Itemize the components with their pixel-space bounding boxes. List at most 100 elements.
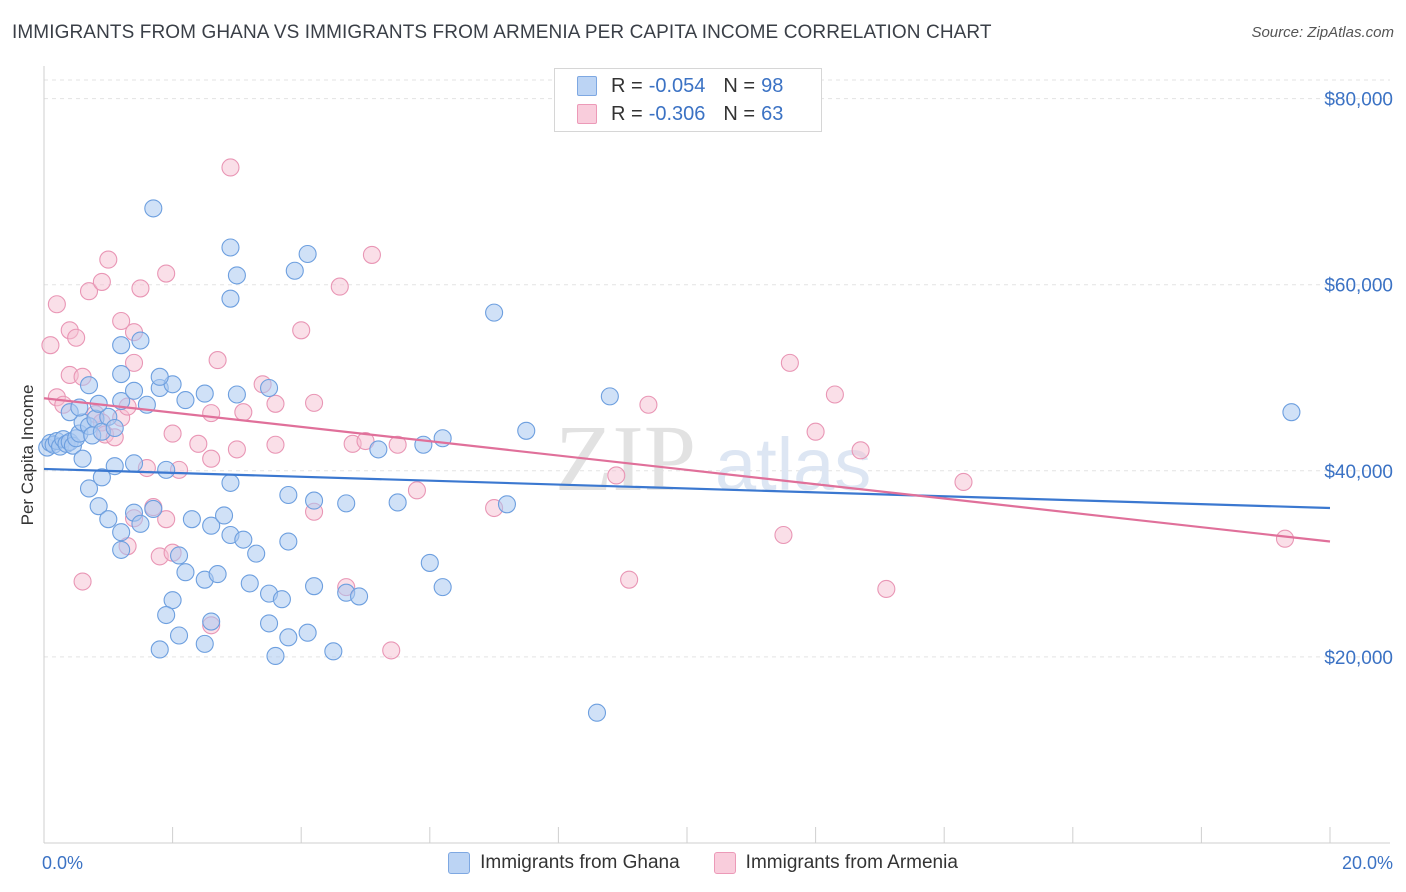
legend-n-value-ghana: 98 xyxy=(761,74,784,97)
ghana-point xyxy=(279,628,298,647)
legend-n-label: N = xyxy=(723,74,756,97)
armenia-point xyxy=(292,321,311,340)
armenia-point xyxy=(305,393,324,412)
ghana-point xyxy=(105,418,124,438)
armenia-point xyxy=(112,311,131,331)
ghana-point xyxy=(195,634,214,653)
ghana-point xyxy=(124,381,144,400)
ghana-point xyxy=(112,364,131,384)
armenia-point xyxy=(41,336,60,355)
armenia-point xyxy=(877,579,896,599)
ghana-point xyxy=(247,544,266,563)
ghana-point xyxy=(369,440,388,459)
y-tick-label: $60,000 xyxy=(1324,276,1393,297)
watermark-zip: ZIP xyxy=(555,407,696,511)
ghana-point xyxy=(144,499,163,519)
armenia-point xyxy=(67,328,86,347)
ghana-point xyxy=(517,421,536,440)
armenia-point xyxy=(388,435,407,454)
legend-item-ghana[interactable]: Immigrants from Ghana xyxy=(448,852,680,874)
source-label: Source: ZipAtlas.com xyxy=(1251,24,1394,41)
x-tick-label-max: 20.0% xyxy=(1342,853,1393,873)
ghana-point xyxy=(176,391,195,410)
armenia-point xyxy=(362,245,381,264)
armenia-point xyxy=(92,272,111,291)
armenia-point xyxy=(266,435,285,454)
armenia-point xyxy=(189,434,208,453)
trend-line-ghana xyxy=(43,467,1331,510)
ghana-point xyxy=(497,495,517,514)
gridlines xyxy=(44,79,1390,658)
y-axis-label: Per Capita Income xyxy=(18,385,37,526)
ghana-point xyxy=(157,460,176,479)
ghana-point xyxy=(240,574,259,593)
armenia-point xyxy=(208,351,227,370)
ghana-point xyxy=(221,473,240,492)
series-legend: Immigrants from Ghana Immigrants from Ar… xyxy=(0,852,1406,874)
ghana-point xyxy=(131,331,150,350)
ghana-point xyxy=(208,565,227,584)
legend-r-value-ghana: -0.054 xyxy=(648,74,706,97)
armenia-point xyxy=(157,510,176,529)
armenia-point xyxy=(221,158,240,177)
legend-item-armenia[interactable]: Immigrants from Armenia xyxy=(713,852,958,874)
ghana-point xyxy=(157,605,176,625)
ghana-point xyxy=(388,493,407,512)
ghana-point xyxy=(279,532,298,551)
ghana-point xyxy=(234,530,253,549)
ghana-point xyxy=(169,626,189,645)
armenia-point xyxy=(356,431,375,451)
ghana-point xyxy=(182,510,201,529)
ghana-point xyxy=(176,563,195,582)
legend-n-label: N = xyxy=(723,102,756,125)
ghana-point xyxy=(79,479,99,498)
armenia-point xyxy=(202,404,221,423)
armenia-point xyxy=(825,385,844,404)
ghana-point xyxy=(150,367,169,386)
armenia-point xyxy=(163,424,182,443)
armenia-point xyxy=(47,295,66,314)
legend-swatch-armenia xyxy=(577,104,597,124)
ghana-point xyxy=(350,587,369,606)
ghana-point xyxy=(305,491,324,510)
ghana-point xyxy=(337,494,356,513)
legend-label-armenia: Immigrants from Armenia xyxy=(745,852,958,873)
ghana-point xyxy=(169,546,189,565)
armenia-point xyxy=(382,641,401,660)
ghana-point xyxy=(73,449,92,468)
ghana-point xyxy=(279,485,298,505)
legend-r-value-armenia: -0.306 xyxy=(648,102,706,125)
armenia-point xyxy=(79,282,99,301)
armenia-point xyxy=(639,395,658,414)
armenia-point xyxy=(774,525,793,545)
ghana-point xyxy=(112,523,131,542)
armenia-point xyxy=(227,440,246,459)
axis-labels: $20,000 $40,000 $60,000 $80,000 0.0% 20.0% Per… xyxy=(18,90,1393,873)
armenia-point xyxy=(407,481,426,500)
ghana-point xyxy=(1282,403,1301,422)
ghana-point xyxy=(259,378,279,398)
watermark: ZIP atlas xyxy=(555,407,871,511)
trend-line-armenia xyxy=(43,397,1331,543)
y-tick-label: $80,000 xyxy=(1324,90,1393,111)
ghana-point xyxy=(79,376,99,395)
ghana-point xyxy=(92,468,111,487)
armenia-point xyxy=(1275,529,1295,548)
ghana-point xyxy=(163,591,182,610)
ghana-point xyxy=(99,510,118,529)
ghana-point xyxy=(285,261,304,280)
series-ghana-points xyxy=(38,199,1301,722)
legend-r-label: R = xyxy=(611,74,643,97)
ghana-point xyxy=(227,385,246,404)
ghana-point xyxy=(131,514,150,533)
ghana-point xyxy=(112,336,131,355)
y-tick-label: $20,000 xyxy=(1324,648,1393,669)
armenia-point xyxy=(330,277,349,296)
armenia-point xyxy=(266,394,285,413)
armenia-point xyxy=(607,466,626,485)
ghana-point xyxy=(221,289,240,308)
legend-swatch-armenia xyxy=(713,852,736,874)
y-tick-label: $40,000 xyxy=(1324,462,1393,483)
ghana-point xyxy=(305,577,324,596)
